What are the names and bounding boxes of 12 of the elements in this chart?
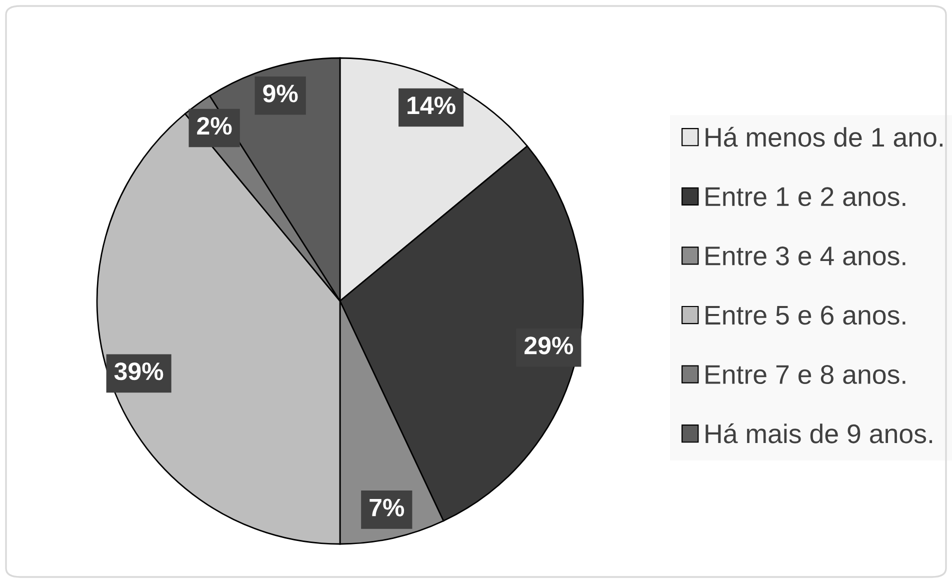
data-label: 14% (408, 96, 456, 114)
legend-label: Entre 5 e 6 anos. (706, 306, 906, 325)
data-label: 7% (370, 498, 404, 516)
legend-label: Há menos de 1 ano. (706, 126, 942, 147)
legend-label: Entre 7 e 8 anos. (706, 365, 906, 384)
legend-label: Entre 3 e 4 anos. (706, 246, 906, 266)
legend-label: Entre 1 e 2 anos. (706, 187, 906, 206)
data-label: 2% (197, 117, 232, 135)
legend-label: Há mais de 9 anos. (706, 423, 932, 444)
data-label: 29% (524, 336, 574, 354)
data-label: 39% (114, 362, 164, 380)
data-label: 9% (263, 84, 298, 102)
